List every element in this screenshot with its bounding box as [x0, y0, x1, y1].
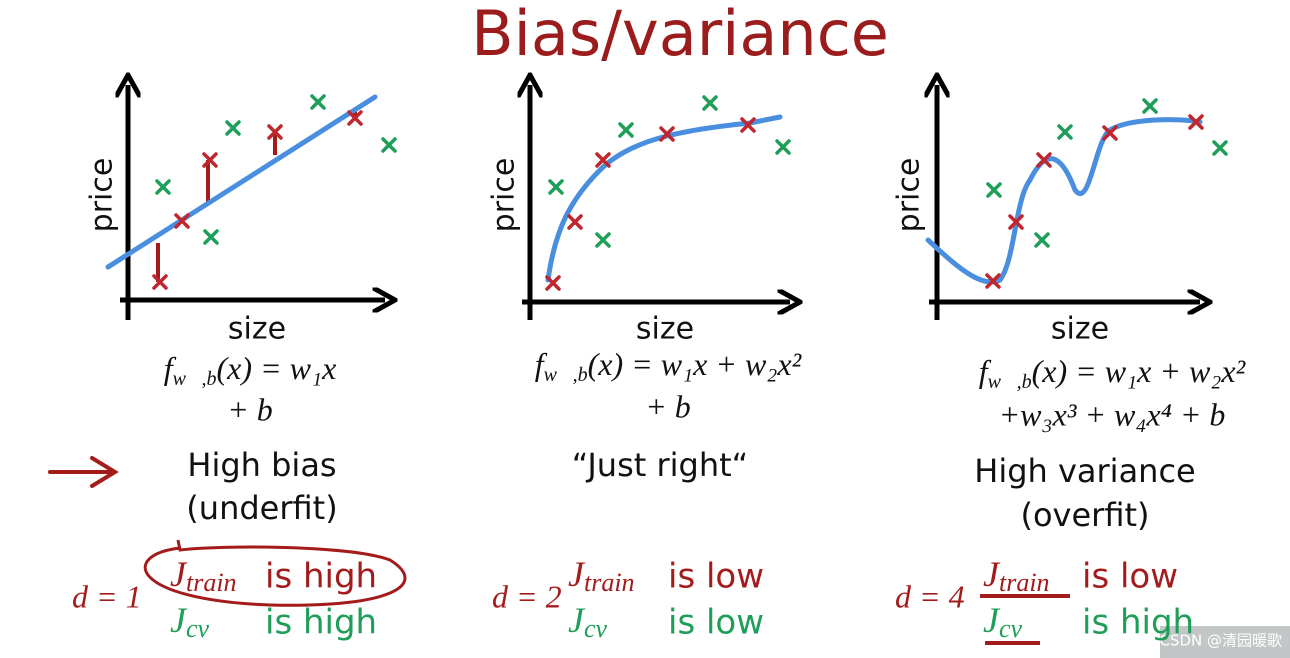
axes [522, 85, 790, 320]
cost-symbol: Jtrain [568, 554, 635, 597]
data-point [985, 273, 1001, 289]
data-point [595, 152, 611, 168]
cost-J: J [568, 600, 586, 640]
data-point [1188, 114, 1204, 130]
formula-line: (x) = w₁x [217, 350, 337, 386]
highlight-ellipse [143, 539, 407, 607]
data-point [986, 182, 1002, 198]
cost-status: is high [1082, 603, 1194, 643]
formula-sub: w⃗,b [173, 368, 217, 390]
data-point [567, 214, 583, 230]
cost-symbol: Jcv [568, 600, 608, 643]
slide-title: Bias/variance [471, 0, 889, 70]
fit-curve [105, 94, 378, 270]
verdict: (overfit) [1020, 496, 1149, 534]
formula-line: + b [227, 391, 273, 427]
formula: fw⃗,b(x) = w₁x [164, 350, 337, 389]
data-point [1142, 98, 1158, 114]
fit-curve [545, 114, 783, 283]
data-point [775, 139, 791, 155]
data-point [347, 110, 363, 126]
formula-line: +w₃x³ + w₄x⁴ + b [999, 396, 1226, 432]
cost-symbol: Jtrain [170, 554, 237, 597]
verdict: “Just right“ [572, 446, 748, 484]
data-point [1102, 125, 1118, 141]
cost-J: J [170, 554, 188, 594]
data-point [1008, 214, 1024, 230]
data-point [202, 152, 218, 168]
cost-status: is low [668, 557, 764, 597]
data-point [1212, 140, 1228, 156]
cost-status: is high [265, 603, 377, 643]
cost-J: J [170, 600, 188, 640]
formula-sub: w⃗,b [988, 371, 1032, 393]
data-point [203, 229, 219, 245]
formula: fw⃗,b(x) = w₁x + w₂x² [979, 353, 1247, 392]
pointer-arrow [48, 456, 119, 488]
cost-J: J [983, 554, 1001, 594]
axes [120, 85, 385, 320]
formula-line: + b [645, 388, 691, 424]
degree: d = 4 [895, 578, 965, 614]
verdict: High variance [974, 452, 1195, 490]
data-point [310, 94, 326, 110]
formula-line: (x) = w₁x + w₂x² [588, 346, 803, 382]
data-point [548, 179, 564, 195]
cost-J: J [568, 554, 586, 594]
cost-J: J [983, 600, 1001, 640]
y-axis-label: price [85, 158, 120, 233]
cost-sub: cv [186, 614, 210, 643]
data-point [225, 120, 241, 136]
y-axis-label: price [892, 158, 927, 233]
data-point [659, 126, 675, 142]
cost-symbol: Jcv [983, 600, 1023, 643]
degree: d = 2 [492, 578, 562, 614]
data-point [1057, 124, 1073, 140]
cost-sub: cv [584, 614, 608, 643]
data-point [618, 122, 634, 138]
data-point [155, 179, 171, 195]
cost-sub: train [999, 568, 1050, 597]
verdict: High bias [187, 446, 336, 484]
data-point [545, 275, 561, 291]
data-point [381, 137, 397, 153]
data-point [174, 213, 190, 229]
formula-line: (x) = w₁x + w₂x² [1032, 353, 1247, 389]
watermark-bg [1160, 626, 1290, 658]
data-point [152, 274, 168, 290]
cost-sub: cv [999, 614, 1023, 643]
degree: d = 1 [72, 578, 142, 614]
data-point [267, 124, 283, 140]
x-axis-label: size [228, 312, 286, 347]
formula: fw⃗,b(x) = w₁x + w₂x² [535, 346, 803, 385]
y-axis-label: price [487, 158, 522, 233]
x-axis-label: size [1051, 312, 1109, 347]
data-point [1034, 232, 1050, 248]
data-point [740, 117, 756, 133]
formula-sub: w⃗,b [544, 364, 588, 386]
cost-sub: train [186, 568, 237, 597]
cost-status: is low [668, 603, 764, 643]
x-axis-label: size [636, 312, 694, 347]
data-point [702, 95, 718, 111]
cost-status: is low [1082, 557, 1178, 597]
cost-symbol: Jtrain [983, 554, 1050, 597]
verdict: (underfit) [186, 489, 337, 527]
cost-status: is high [265, 557, 377, 597]
cost-sub: train [584, 568, 635, 597]
data-point [595, 232, 611, 248]
axes [929, 85, 1200, 320]
cost-symbol: Jcv [170, 600, 210, 643]
data-point [1036, 152, 1052, 168]
watermark: CSDN @清园暖歌 [1159, 632, 1282, 650]
